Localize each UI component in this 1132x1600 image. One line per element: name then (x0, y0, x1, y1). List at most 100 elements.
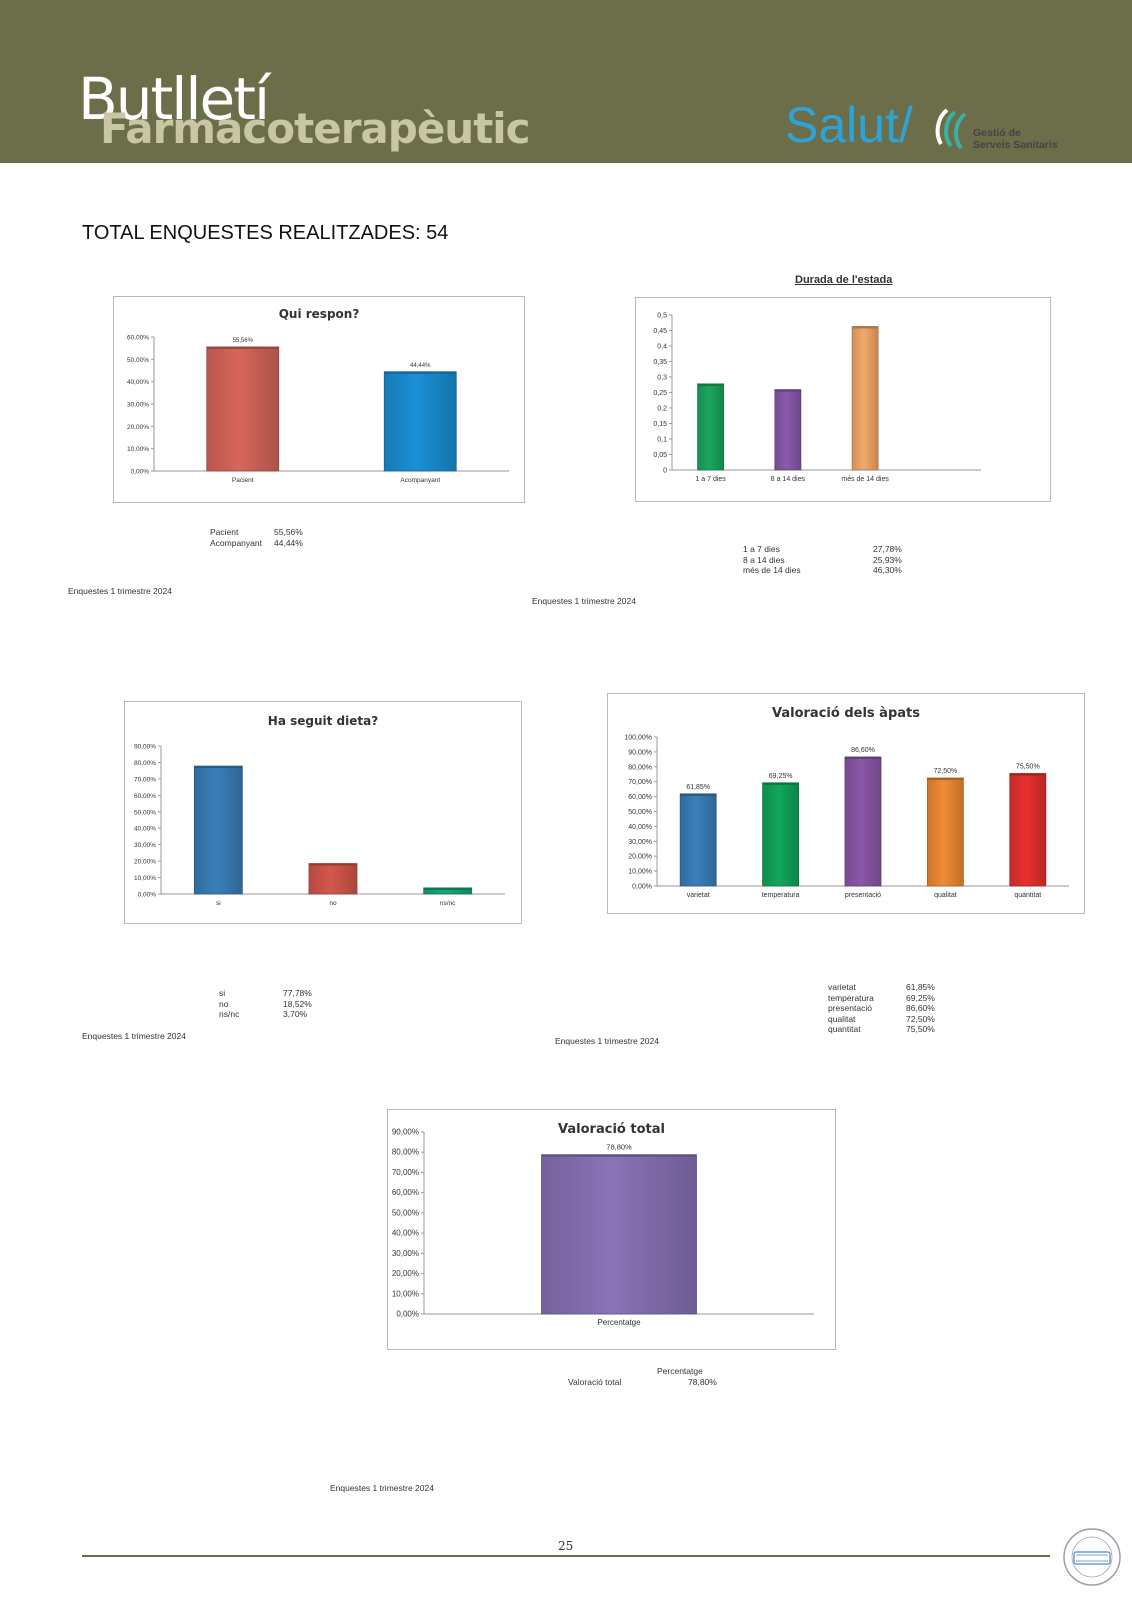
logo-sub-line1: Gestió de (973, 127, 1021, 139)
bulletin-subtitle: Farmacoterapèutic (100, 104, 531, 153)
chart-valoracio-total: Valoració total 0,00% 10,00% 20,00% 30,00% 4… (387, 1109, 836, 1350)
footer-rule (82, 1555, 1050, 1557)
bar-top-edge (697, 383, 724, 386)
bar-qualitat (926, 777, 964, 887)
table-cell-value: 18,52% (283, 998, 312, 1009)
bar-varietat (679, 793, 717, 887)
data-table-qui: Pacient 55,56% Acompanyant 44,44% (210, 527, 303, 548)
bar-8-a-14-dies (774, 389, 802, 471)
y-tick-label: 70,00% (134, 776, 156, 783)
y-tick-label: 30,00% (134, 842, 156, 849)
y-tick-label: 20,00% (628, 854, 652, 861)
chart-ha-seguit-dieta: Ha seguit dieta? 0,00% 10,00% 20,00% 30,00%… (124, 701, 522, 924)
table-row: si 77,78% (219, 988, 312, 999)
table-cell-value: 75,50% (906, 1024, 935, 1034)
table-cell-label: no (219, 998, 229, 1009)
y-tick-label: 0,25 (653, 390, 667, 397)
bar-no (308, 863, 358, 895)
data-table-total: Valoració total 78,80% (568, 1377, 717, 1388)
chart-title: Durada de l'estada (795, 274, 893, 286)
y-tick-label: 40,00% (127, 379, 149, 386)
bar-top-edge (845, 756, 881, 759)
data-label: 75,50% (1016, 764, 1040, 771)
table-cell-label: varietat (828, 982, 856, 992)
y-tick-label: 0,4 (657, 344, 667, 351)
x-tick-label: 8 a 14 dies (771, 476, 806, 483)
table-cell-label: si (219, 988, 226, 998)
chart-title: Qui respon? (278, 307, 360, 321)
data-label: 69,25% (769, 773, 793, 780)
table-cell-label: Acompanyant (210, 537, 262, 548)
y-tick-label: 50,00% (392, 1208, 419, 1217)
chart-qui-respon: Qui respon? 0,00% 10,00% 20,00% 30,00% 40,00… (113, 296, 525, 503)
y-tick-label: 20,00% (392, 1269, 419, 1278)
table-cell-value: 55,56% (274, 527, 303, 537)
table-row: Pacient 55,56% (210, 527, 303, 538)
table-cell-label: 8 a 14 dies (743, 554, 785, 565)
y-tick-label: 10,00% (628, 869, 652, 876)
y-tick-label: 40,00% (628, 824, 652, 831)
table-row: més de 14 dies 46,30% (743, 565, 902, 576)
bar-top-edge (1009, 773, 1046, 776)
bar-top-edge (852, 326, 879, 329)
bulletin-title: Butlletí (78, 65, 270, 133)
data-label: 72,50% (934, 768, 958, 775)
chart-title: Valoració total (558, 1122, 665, 1137)
x-tick-label: temperatura (762, 892, 800, 899)
x-tick-label: si (216, 900, 221, 907)
y-tick-label: 0,00% (396, 1310, 419, 1319)
table-row: ns/nc 3,70% (219, 1009, 312, 1020)
data-table-apats: varietat 61,85% temperatura 69,25% presentac… (828, 982, 935, 1035)
table-row: presentació 86,60% (828, 1003, 935, 1014)
salut-logo: Salut/ Gestió de Serveis Sanitaris (785, 100, 1085, 160)
y-tick-label: 30,00% (127, 402, 149, 409)
y-tick-label: 0 (663, 468, 667, 475)
table-cell-label: Valoració total (568, 1377, 622, 1387)
table-cell-label: qualitat (828, 1013, 856, 1024)
table-cell-value: 44,44% (274, 537, 303, 548)
table-row: 8 a 14 dies 25,93% (743, 555, 902, 566)
y-tick-label: 0,1 (657, 437, 667, 444)
bar-quantitat (1009, 773, 1047, 887)
y-tick-label: 40,00% (392, 1229, 419, 1238)
table-cell-value: 25,93% (873, 554, 902, 565)
y-tick-label: 60,00% (628, 794, 652, 801)
total-surveys: TOTAL ENQUESTES REALITZADES: 54 (82, 222, 449, 244)
y-tick-label: 20,00% (134, 859, 156, 866)
bar-pacient (206, 346, 280, 472)
y-tick-label: 0,00% (138, 892, 157, 899)
table-cell-label: 1 a 7 dies (743, 544, 780, 554)
y-tick-label: 60,00% (134, 793, 156, 800)
table-cell-label: quantitat (828, 1024, 861, 1034)
bar-top-edge (309, 863, 357, 866)
table-cell-value: 69,25% (906, 992, 935, 1003)
chart-title: Valoració dels àpats (772, 706, 920, 721)
table-row: varietat 61,85% (828, 982, 935, 993)
bar-top-edge (541, 1154, 697, 1157)
data-label: 78,80% (606, 1143, 632, 1152)
chart-canvas: 0,00% 10,00% 20,00% 30,00% 40,00% 50,00% 60,00… (127, 335, 509, 484)
y-tick-label: 100,00% (624, 735, 652, 742)
bar-1-a-7-dies (697, 383, 725, 471)
bar-top-edge (680, 793, 717, 796)
chart-canvas: 0 0,05 0,1 0,15 0,2 0,25 0,3 0,35 0,4 0,45 0,5 1 a … (653, 313, 981, 483)
bar-top-edge (762, 782, 799, 785)
bar-top-edge (384, 371, 457, 374)
y-tick-label: 0,15 (653, 421, 667, 428)
bar-temperatura (762, 782, 800, 887)
y-tick-label: 50,00% (134, 809, 156, 816)
y-tick-label: 30,00% (628, 839, 652, 846)
y-tick-label: 0,35 (653, 359, 667, 366)
page-number: 25 (558, 1539, 574, 1553)
x-tick-label: més de 14 dies (841, 476, 889, 483)
logo-salut-text: Salut/ (785, 97, 913, 153)
y-tick-label: 90,00% (628, 749, 652, 756)
data-label: 61,85% (686, 784, 710, 791)
y-tick-label: 10,00% (392, 1289, 419, 1298)
x-tick-label: Pacient (232, 477, 254, 484)
header-banner: Butlletí Farmacoterapèutic Salut/ Gestió… (0, 0, 1132, 163)
gss-logo-icon (935, 108, 967, 150)
chart-valoracio-apats: Valoració dels àpats 0,00% 10,00% 20,00% 30… (607, 693, 1085, 914)
table-row: qualitat 72,50% (828, 1014, 935, 1025)
footnote: Enquestes 1 trimestre 2024 (555, 1036, 659, 1046)
